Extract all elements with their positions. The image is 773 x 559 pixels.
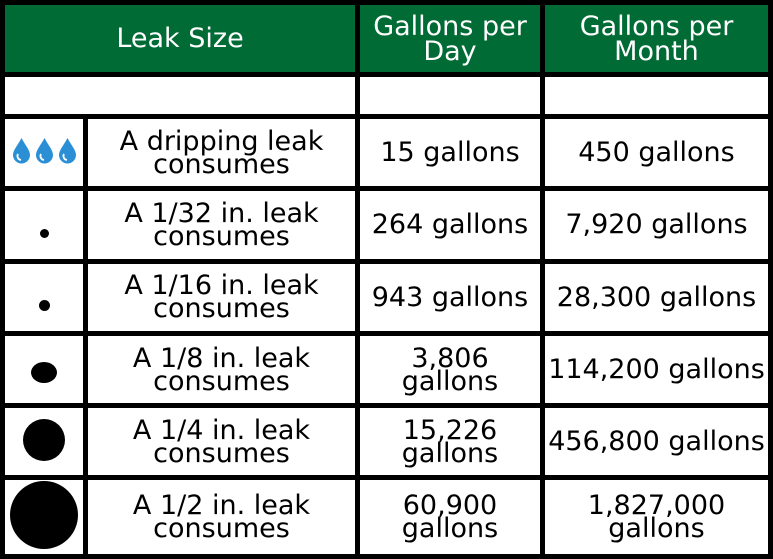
leak-dot-1-4-icon xyxy=(23,418,65,461)
gallons-per-day-value: 943 gallons xyxy=(360,263,540,331)
leak-label: A 1/4 in. leak consumes xyxy=(88,408,355,476)
icon-cell xyxy=(5,191,83,259)
water-drops-icon xyxy=(12,137,77,164)
table-row: A 1/4 in. leak consumes 15,226 gallons 4… xyxy=(5,408,768,476)
gallons-per-month-value: 1,827,000 gallons xyxy=(545,480,768,554)
gallons-per-day-value: 15,226 gallons xyxy=(360,408,540,476)
gallons-per-day-value: 3,806 gallons xyxy=(360,335,540,404)
table-row: A 1/8 in. leak consumes 3,806 gallons 11… xyxy=(5,335,768,404)
gallons-per-day-header: Gallons per Day xyxy=(360,5,540,73)
gallons-per-day-value: 60,900 gallons xyxy=(360,480,540,554)
icon-cell xyxy=(5,480,83,554)
icon-cell xyxy=(5,408,83,476)
table-row: A 1/16 in. leak consumes 943 gallons 28,… xyxy=(5,263,768,331)
leak-label: A 1/2 in. leak consumes xyxy=(88,480,355,554)
icon-cell xyxy=(5,119,83,187)
icon-cell xyxy=(5,263,83,331)
leak-dot-1-32-icon xyxy=(39,229,49,239)
gallons-per-month-value: 7,920 gallons xyxy=(545,191,768,259)
leak-label: A 1/32 in. leak consumes xyxy=(88,191,355,259)
leak-label: A 1/16 in. leak consumes xyxy=(88,263,355,331)
icon-cell xyxy=(5,335,83,404)
gallons-per-month-header: Gallons per Month xyxy=(545,5,768,73)
leak-size-header: Leak Size xyxy=(5,5,355,73)
table-row: A 1/2 in. leak consumes 60,900 gallons 1… xyxy=(5,480,768,554)
blank-cell xyxy=(360,77,540,114)
blank-cell xyxy=(545,77,768,114)
header-row: Leak Size Gallons per Day Gallons per Mo… xyxy=(5,5,768,73)
gallons-per-month-value: 28,300 gallons xyxy=(545,263,768,331)
leak-label: A dripping leak consumes xyxy=(88,119,355,187)
blank-cell xyxy=(5,77,355,114)
table-row: A dripping leak consumes 15 gallons 450 … xyxy=(5,119,768,187)
gallons-per-month-value: 114,200 gallons xyxy=(545,335,768,404)
leak-dot-1-8-icon xyxy=(31,362,57,384)
blank-row xyxy=(5,77,768,114)
leak-dot-1-16-icon xyxy=(38,299,50,311)
gallons-per-month-value: 456,800 gallons xyxy=(545,408,768,476)
gallons-per-month-value: 450 gallons xyxy=(545,119,768,187)
table-row: A 1/32 in. leak consumes 264 gallons 7,9… xyxy=(5,191,768,259)
leak-dot-1-2-icon xyxy=(10,481,78,550)
gallons-per-day-value: 264 gallons xyxy=(360,191,540,259)
gallons-per-day-value: 15 gallons xyxy=(360,119,540,187)
leak-label: A 1/8 in. leak consumes xyxy=(88,335,355,404)
